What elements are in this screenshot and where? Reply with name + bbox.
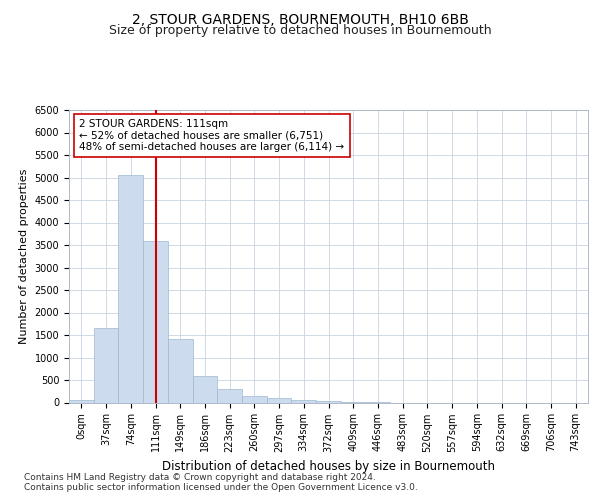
Bar — [143, 240, 168, 402]
Text: 2 STOUR GARDENS: 111sqm
← 52% of detached houses are smaller (6,751)
48% of semi: 2 STOUR GARDENS: 111sqm ← 52% of detache… — [79, 119, 344, 152]
Bar — [217, 389, 242, 402]
Bar — [316, 401, 341, 402]
Bar — [193, 376, 217, 402]
X-axis label: Distribution of detached houses by size in Bournemouth: Distribution of detached houses by size … — [162, 460, 495, 473]
Bar — [168, 338, 193, 402]
Bar — [292, 400, 316, 402]
Bar — [69, 400, 94, 402]
Y-axis label: Number of detached properties: Number of detached properties — [19, 168, 29, 344]
Text: Size of property relative to detached houses in Bournemouth: Size of property relative to detached ho… — [109, 24, 491, 37]
Text: Contains HM Land Registry data © Crown copyright and database right 2024.
Contai: Contains HM Land Registry data © Crown c… — [24, 472, 418, 492]
Text: 2, STOUR GARDENS, BOURNEMOUTH, BH10 6BB: 2, STOUR GARDENS, BOURNEMOUTH, BH10 6BB — [131, 12, 469, 26]
Bar — [118, 176, 143, 402]
Bar — [267, 398, 292, 402]
Bar — [94, 328, 118, 402]
Bar — [242, 396, 267, 402]
